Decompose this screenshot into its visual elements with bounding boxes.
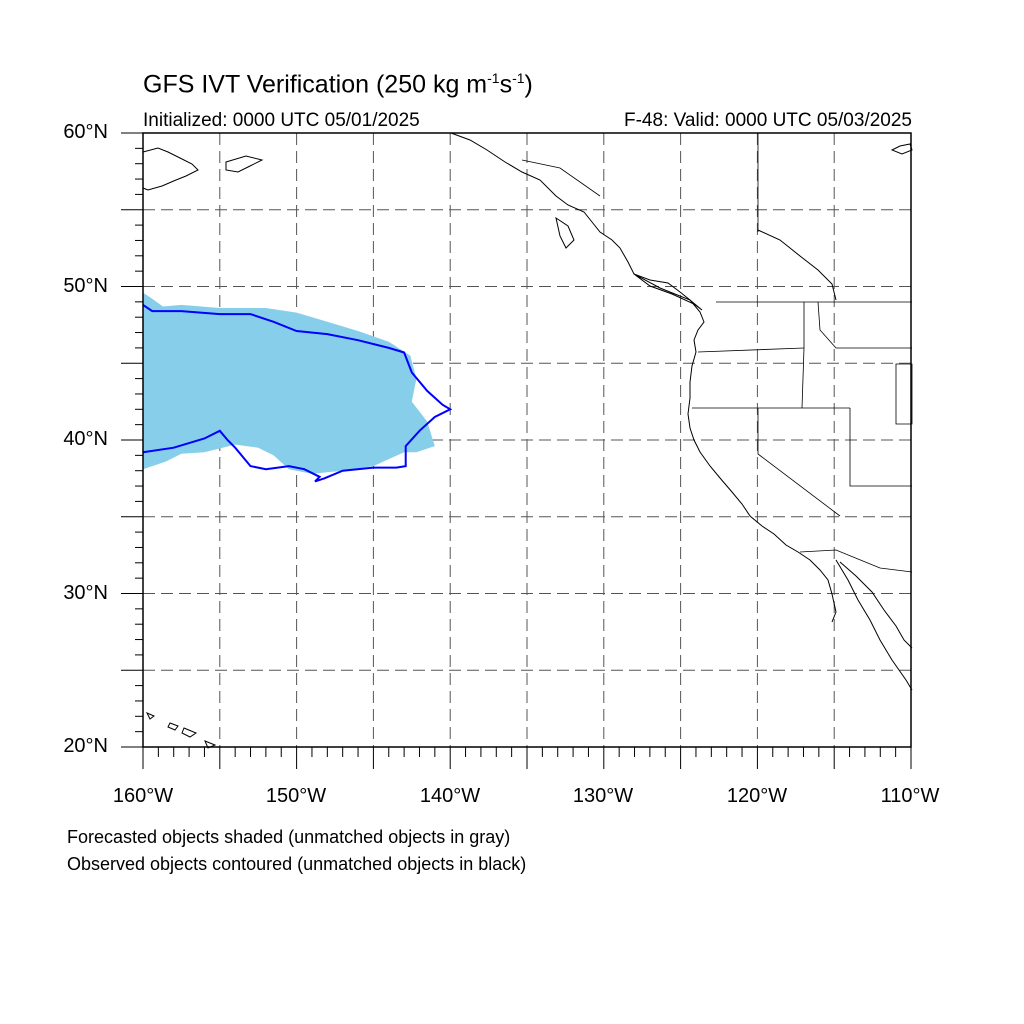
lat-label-50n: 50°N bbox=[63, 275, 108, 297]
hawaii-2 bbox=[167, 722, 179, 731]
alaska-islands bbox=[225, 155, 264, 173]
footer-forecast-note: Forecasted objects shaded (unmatched obj… bbox=[67, 827, 511, 847]
map-frame bbox=[142, 132, 912, 748]
initialized-time: Initialized: 0000 UTC 05/01/2025 bbox=[143, 110, 420, 131]
lat-label-30n: 30°N bbox=[63, 582, 108, 604]
wyoming-border bbox=[895, 363, 913, 425]
forecast-object-shading bbox=[143, 292, 435, 474]
coastlines bbox=[142, 132, 913, 749]
hudson-fragment bbox=[757, 229, 837, 301]
lon-label-150w: 150°W bbox=[265, 785, 327, 807]
mainland-mexico-coast bbox=[839, 561, 913, 649]
idaho-montana-border bbox=[817, 301, 912, 349]
footer-observed-note: Observed objects contoured (unmatched ob… bbox=[67, 854, 527, 874]
lat-label-40n: 40°N bbox=[63, 428, 108, 450]
political-borders bbox=[521, 133, 913, 573]
lat-label-20n: 20°N bbox=[63, 735, 108, 757]
baja-peninsula-east bbox=[835, 559, 913, 691]
east-corner-coast bbox=[890, 143, 913, 155]
hawaii-1 bbox=[145, 712, 155, 720]
vancouver-island bbox=[633, 273, 703, 311]
west-coast-coastline bbox=[450, 132, 837, 623]
lon-label-110w: 110°W bbox=[880, 785, 940, 807]
alaska-bc-border bbox=[521, 159, 601, 197]
observed-object-contour bbox=[142, 304, 453, 483]
lon-label-120w: 120°W bbox=[726, 785, 788, 807]
haida-gwaii bbox=[555, 216, 575, 249]
lon-label-130w: 130°W bbox=[572, 785, 634, 807]
axis-ticks bbox=[121, 132, 912, 769]
alaska-coast-left bbox=[142, 147, 199, 191]
oregon-idaho-border bbox=[801, 302, 805, 409]
california-nevada-border bbox=[757, 408, 841, 517]
lat-label-60n: 60°N bbox=[63, 121, 108, 143]
hawaii-3 bbox=[181, 727, 198, 738]
utah-border bbox=[849, 408, 912, 487]
chart-title: GFS IVT Verification (250 kg m-1s-1) bbox=[143, 70, 533, 99]
lon-label-140w: 140°W bbox=[419, 785, 481, 807]
lon-label-160w: 160°W bbox=[112, 785, 174, 807]
us-mexico-border bbox=[799, 549, 913, 573]
oregon-washington-border bbox=[697, 347, 805, 353]
valid-time: F-48: Valid: 0000 UTC 05/03/2025 bbox=[624, 110, 912, 131]
